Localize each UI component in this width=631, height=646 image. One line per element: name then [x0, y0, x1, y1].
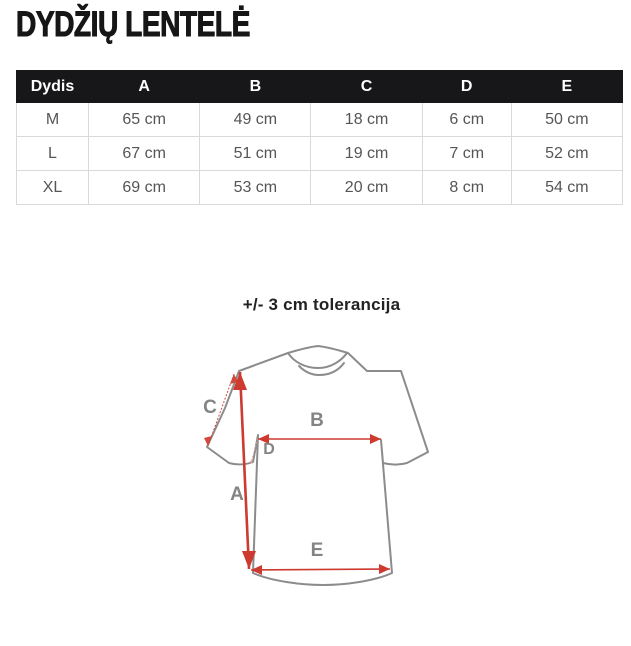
svg-text:A: A	[230, 484, 244, 505]
svg-text:B: B	[310, 410, 324, 431]
svg-text:E: E	[311, 540, 324, 561]
svg-text:D: D	[263, 441, 275, 458]
svg-text:C: C	[203, 397, 217, 418]
